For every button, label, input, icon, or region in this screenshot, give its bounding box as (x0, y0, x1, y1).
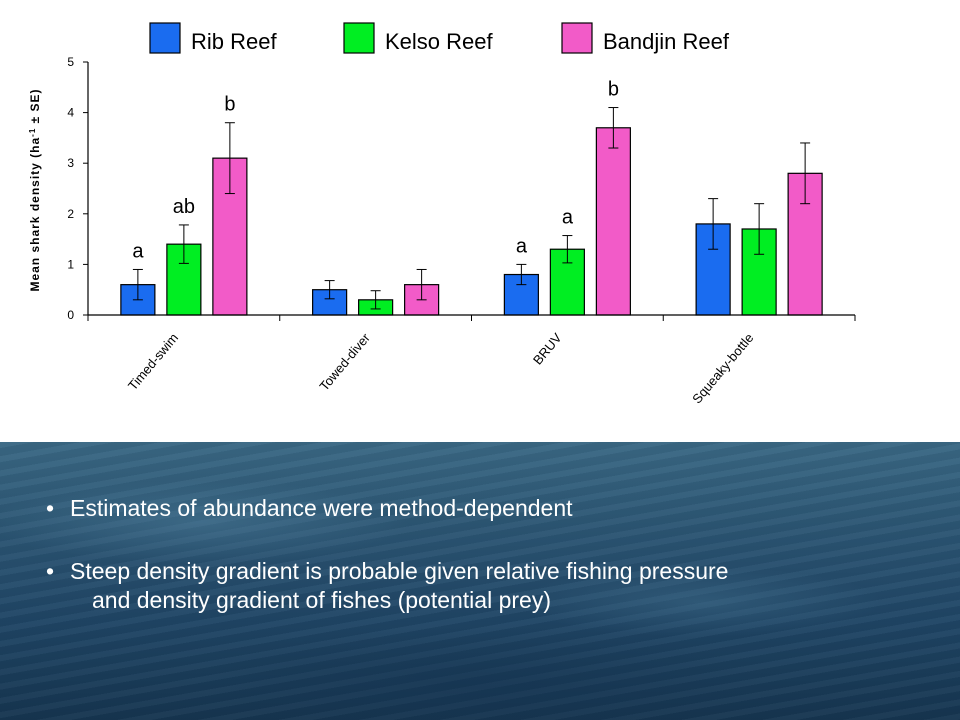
legend-label-0: Rib Reef (191, 29, 277, 54)
bullet-text-2-continued: and density gradient of fishes (potentia… (92, 587, 551, 613)
legend-label-2: Bandjin Reef (603, 29, 730, 54)
x-tick-label: Towed-diver (316, 330, 373, 394)
y-tick-label: 4 (67, 106, 74, 120)
significance-label: b (608, 79, 619, 101)
legend: Rib Reef Kelso Reef Bandjin Reef (149, 22, 730, 54)
significance-label: ab (173, 196, 195, 218)
y-axis-label: Mean shark density (ha-1 ± SE) (28, 88, 43, 291)
legend-swatch-1 (343, 22, 375, 54)
y-tick-label: 1 (67, 257, 74, 271)
bullet-text-1: Estimates of abundance were method-depen… (70, 495, 573, 521)
x-tick-label: Timed-swim (125, 330, 181, 393)
chart-area: Rib Reef Kelso Reef Bandjin Reef 0 1 2 3 4 5 Mea… (27, 22, 856, 407)
significance-label: a (516, 235, 528, 257)
legend-label-1: Kelso Reef (385, 29, 494, 54)
y-tick-label: 3 (67, 156, 74, 170)
y-tick-label: 0 (67, 308, 74, 322)
bullet-item-1: • Estimates of abundance were method-dep… (46, 494, 728, 523)
bullet-list: • Estimates of abundance were method-dep… (46, 494, 728, 615)
ocean-background (0, 442, 960, 720)
x-tick-label: BRUV (530, 330, 565, 368)
bar-BRUV-Bandjin Reef (595, 127, 631, 316)
bullet-text-2: Steep density gradient is probable given… (70, 558, 729, 584)
x-tick-label: Squeaky-bottle (689, 330, 756, 406)
legend-swatch-2 (561, 22, 593, 54)
x-axis: Timed-swim Towed-diver BRUV Squeaky-bottle (87, 314, 856, 406)
legend-swatch-0 (149, 22, 181, 54)
significance-label: a (562, 207, 574, 229)
bar-chart: Rib Reef Kelso Reef Bandjin Reef 0 1 2 3 4 5 Mea… (28, 22, 856, 406)
bullet-dot: • (46, 558, 55, 584)
y-tick-label: 2 (67, 207, 74, 221)
y-tick-label: 5 (67, 55, 74, 69)
bullet-dot: • (46, 495, 55, 521)
y-axis: 0 1 2 3 4 5 Mean shark density (ha-1 ± SE) (28, 55, 89, 322)
bullet-item-2: • Steep density gradient is probable giv… (46, 557, 728, 586)
significance-label: a (132, 240, 144, 262)
significance-label: b (224, 94, 235, 116)
